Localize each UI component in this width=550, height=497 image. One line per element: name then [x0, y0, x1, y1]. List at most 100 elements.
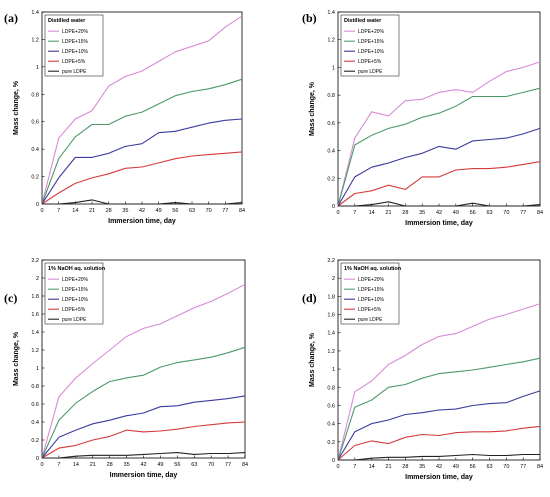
y-tick-label: 2.2	[31, 258, 39, 264]
legend-entry: LDPE+15%	[358, 287, 385, 293]
y-tick-label: 2.2	[327, 258, 335, 264]
y-tick-label: 1.2	[327, 349, 335, 355]
series-line-2	[41, 78, 243, 205]
legend-entry: LDPE+10%	[358, 49, 385, 55]
y-tick-label: 0	[36, 456, 39, 462]
legend-title: Distilled water	[48, 18, 86, 24]
y-tick-label: 1	[332, 367, 335, 373]
x-tick-label: 84	[537, 464, 543, 470]
x-tick-label: 35	[419, 464, 425, 470]
x-tick-label: 21	[89, 208, 95, 214]
x-tick-label: 70	[503, 210, 509, 216]
x-tick-label: 77	[225, 462, 231, 468]
x-tick-label: 42	[436, 210, 442, 216]
legend-entry: LDPE+10%	[62, 297, 89, 303]
x-tick-label: 35	[122, 208, 128, 214]
y-tick-label: 0.4	[31, 420, 39, 426]
y-tick-label: 1.6	[327, 313, 335, 319]
x-tick-label: 7	[57, 208, 60, 214]
legend-entry: LDPE+20%	[62, 277, 89, 283]
y-tick-label: 0	[332, 458, 335, 464]
y-tick-label: 1.4	[31, 330, 39, 336]
legend: 1% NaOH aq. solution LDPE+20% LDPE+15% LDPE…	[340, 262, 402, 325]
legend-entry: LDPE+20%	[358, 277, 385, 283]
y-tick-label: 1.2	[327, 38, 335, 44]
x-tick-label: 63	[189, 208, 195, 214]
x-tick-label: 0	[336, 464, 339, 470]
x-tick-label: 28	[107, 462, 113, 468]
chart-panel-2: (b) 0 7 14 21 28 35 42 49 56 63 70 77 84 0 0.2 0.4 0.6 0.8…	[302, 10, 543, 227]
legend-title: 1% NaOH aq. solution	[48, 266, 106, 272]
legend-entry: pure LDPE	[358, 317, 383, 323]
y-tick-label: 1.6	[31, 312, 39, 318]
x-tick-label: 14	[369, 210, 375, 216]
series-line-4	[41, 151, 243, 205]
series-line-3	[41, 395, 246, 459]
x-tick-label: 28	[402, 210, 408, 216]
series-line-5	[338, 201, 541, 207]
y-tick-label: 2	[36, 276, 39, 282]
legend-box	[44, 262, 104, 325]
y-tick-label: 0.8	[327, 93, 335, 99]
panel-label: (b)	[302, 11, 317, 25]
x-tick-label: 49	[453, 464, 459, 470]
x-tick-label: 21	[385, 210, 391, 216]
legend-entry: pure LDPE	[62, 317, 87, 323]
legend-entry: LDPE+10%	[358, 297, 385, 303]
legend-title: 1% NaOH aq. solution	[344, 266, 402, 272]
x-tick-label: 84	[239, 208, 245, 214]
legend-entry: LDPE+10%	[62, 49, 89, 55]
chart-panel-4: (d)0 7 14 21 28 35 42 49 56 63 70 77 8400.20.40.60.8…	[302, 258, 543, 481]
panel-label: (a)	[4, 11, 18, 25]
x-axis-title: Immersion time, day	[108, 218, 176, 225]
series-line-5	[42, 199, 243, 205]
series-line-2	[41, 346, 246, 459]
x-tick-label: 70	[208, 462, 214, 468]
x-tick-label: 0	[40, 208, 43, 214]
y-tick-label: 0.4	[327, 422, 335, 428]
chart-panel-3: (c)0 7 14 21 28 35 42 49 56 63 70 77 8400.20.40.60.8…	[4, 258, 248, 479]
legend: Distilled water LDPE+20% LDPE+15% LDPE+10% L…	[44, 14, 104, 77]
legend-box	[44, 14, 104, 77]
y-tick-label: 0.4	[31, 147, 39, 153]
y-tick-label: 0.6	[327, 403, 335, 409]
legend-entry: pure LDPE	[358, 69, 383, 75]
series-line-1	[337, 303, 541, 461]
legend-entry: LDPE+20%	[358, 29, 385, 35]
x-tick-label: 56	[174, 462, 180, 468]
y-tick-label: 0.8	[327, 385, 335, 391]
x-tick-label: 7	[57, 462, 60, 468]
x-tick-label: 49	[156, 208, 162, 214]
y-tick-label: 1.2	[31, 37, 39, 43]
y-tick-label: 1	[36, 65, 39, 71]
chart-panel-1: (a) 0 7 14 21 28 35 42 49 56 63 70 77 84 0 0.2 0.4 0.6 0.8…	[4, 10, 245, 225]
x-axis-title: Immersion time, day	[405, 220, 473, 227]
legend-entry: LDPE+15%	[62, 39, 89, 45]
x-tick-label: 70	[206, 208, 212, 214]
x-tick-label: 28	[106, 208, 112, 214]
y-tick-label: 0	[36, 202, 39, 208]
legend-entry: LDPE+15%	[62, 287, 89, 293]
x-tick-label: 56	[470, 210, 476, 216]
y-tick-label: 1.4	[327, 10, 335, 16]
x-tick-label: 21	[385, 464, 391, 470]
y-tick-label: 0.6	[31, 120, 39, 126]
x-tick-label: 49	[157, 462, 163, 468]
y-tick-label: 0	[332, 204, 335, 210]
x-tick-label: 0	[40, 462, 43, 468]
y-axis-title: Mass change, %	[13, 80, 20, 135]
y-tick-label: 0.6	[327, 121, 335, 127]
legend-entry: LDPE+5%	[358, 307, 382, 313]
y-tick-label: 0.2	[327, 440, 335, 446]
series-line-1	[41, 283, 246, 459]
y-tick-label: 1	[36, 366, 39, 372]
y-tick-label: 0.2	[327, 176, 335, 182]
y-tick-label: 0.8	[31, 92, 39, 98]
x-axis-title: Immersion time, day	[405, 474, 473, 481]
x-tick-label: 70	[503, 464, 509, 470]
x-tick-label: 14	[73, 462, 79, 468]
x-tick-label: 35	[419, 210, 425, 216]
y-tick-label: 1	[332, 65, 335, 71]
series-line-3	[337, 390, 541, 461]
